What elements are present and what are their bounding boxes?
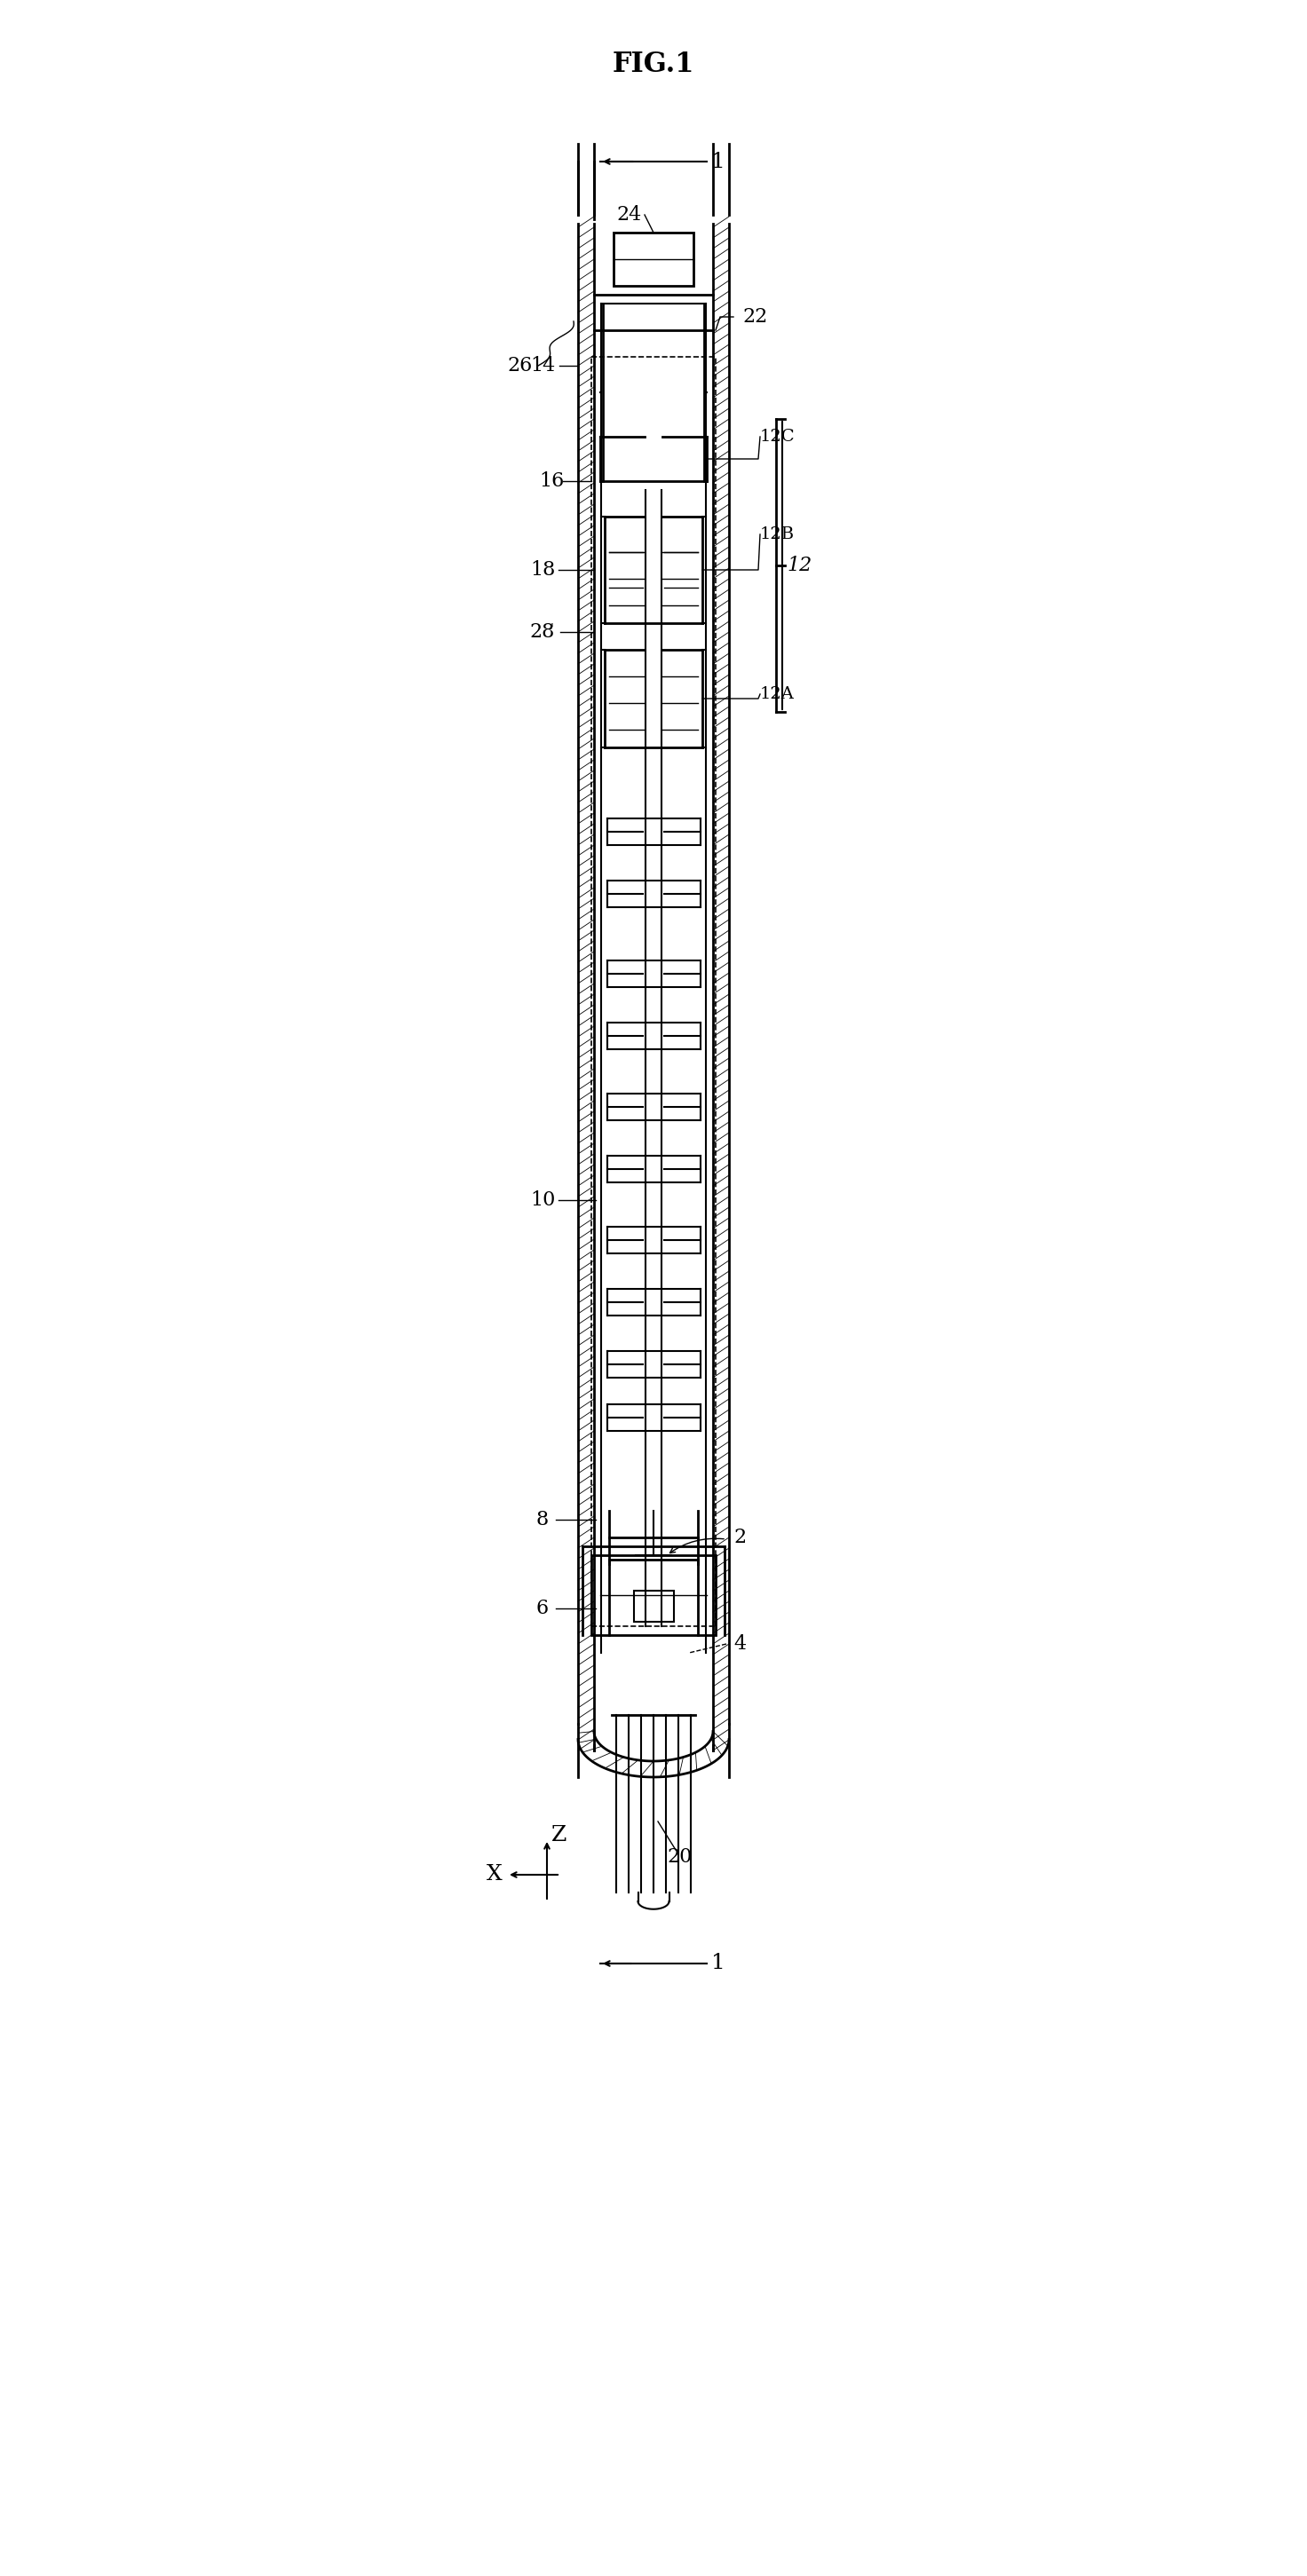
Text: 4: 4 xyxy=(733,1633,746,1654)
Bar xyxy=(613,232,694,286)
Text: 1: 1 xyxy=(711,152,725,173)
Text: 12C: 12C xyxy=(761,428,795,446)
Text: 6: 6 xyxy=(536,1600,549,1618)
Text: 24: 24 xyxy=(617,206,642,224)
Text: ': ' xyxy=(550,623,554,634)
Text: 12: 12 xyxy=(787,556,812,574)
Text: FIG.1: FIG.1 xyxy=(613,49,694,77)
Text: 20: 20 xyxy=(668,1847,693,1868)
Text: 18: 18 xyxy=(529,559,555,580)
Text: 12A: 12A xyxy=(761,685,795,703)
Text: 16: 16 xyxy=(538,471,563,492)
Text: 28: 28 xyxy=(529,623,555,641)
Text: Z: Z xyxy=(552,1824,567,1844)
Text: 14: 14 xyxy=(529,355,555,376)
Text: 26: 26 xyxy=(508,355,533,376)
Text: 22: 22 xyxy=(742,307,767,327)
Text: X: X xyxy=(486,1865,503,1886)
Text: 10: 10 xyxy=(529,1190,555,1211)
Text: 2: 2 xyxy=(733,1528,746,1548)
Text: 12B: 12B xyxy=(761,526,795,544)
Bar xyxy=(591,1556,716,1636)
Text: 8: 8 xyxy=(536,1510,549,1530)
Bar xyxy=(634,1592,673,1623)
Text: 1: 1 xyxy=(711,1953,725,1973)
